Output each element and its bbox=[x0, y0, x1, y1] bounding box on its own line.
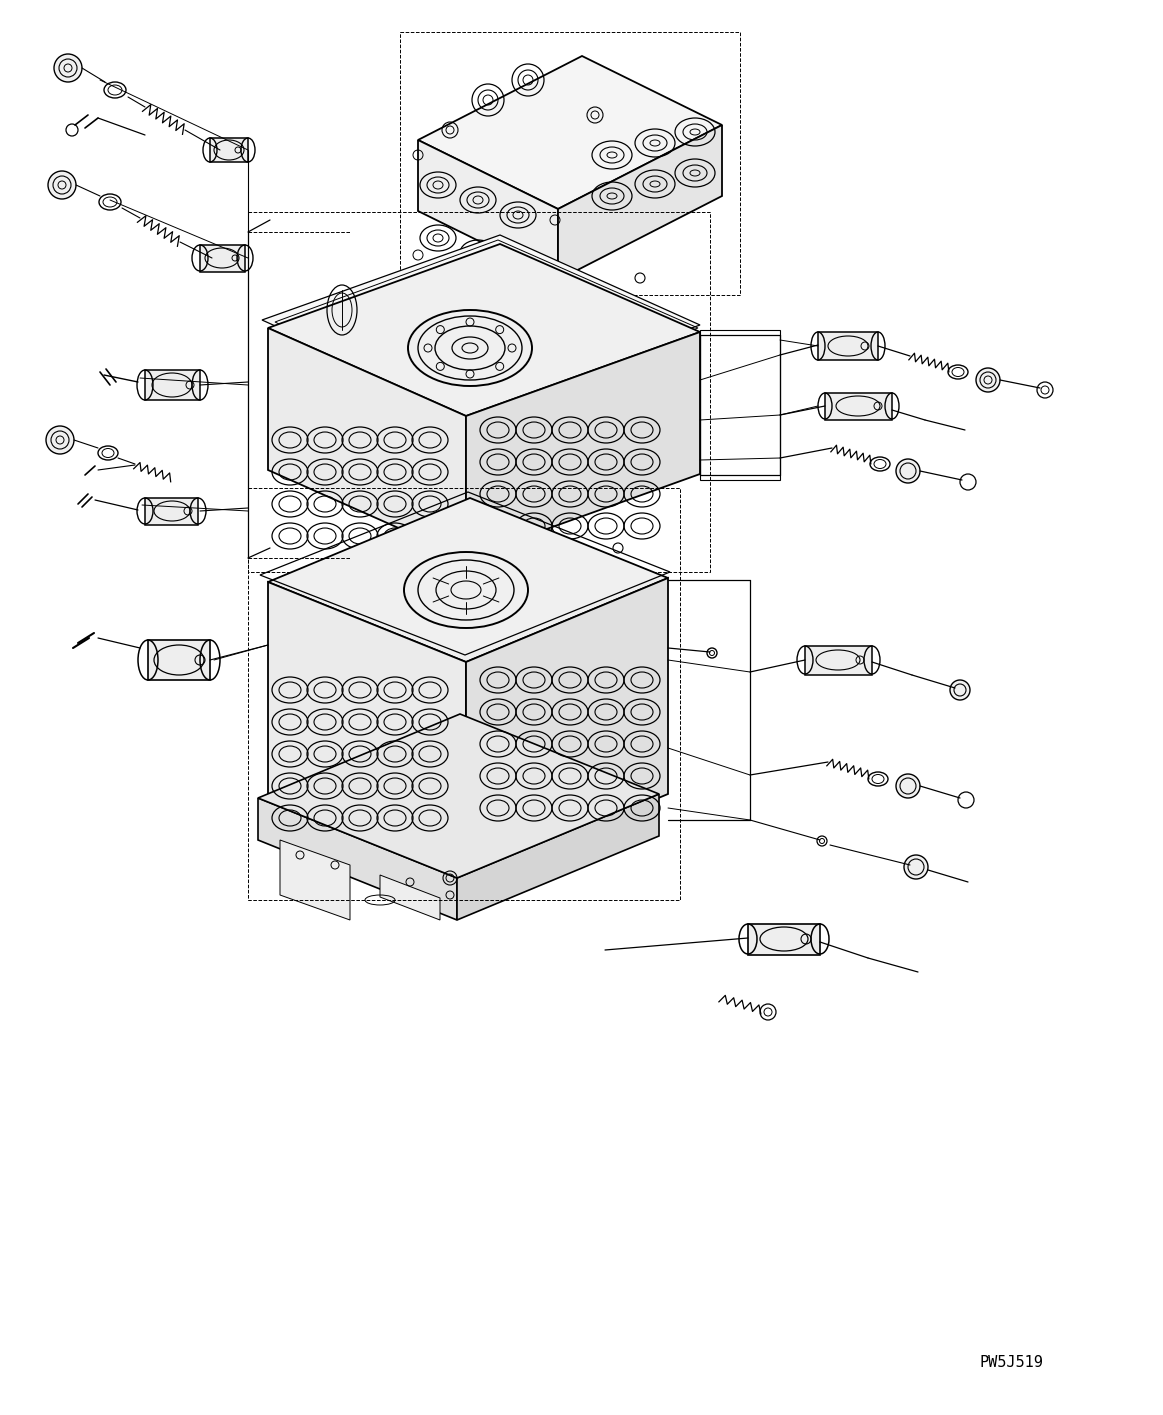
Circle shape bbox=[950, 681, 970, 700]
Circle shape bbox=[896, 458, 920, 483]
Polygon shape bbox=[267, 498, 668, 662]
Circle shape bbox=[48, 171, 76, 200]
Polygon shape bbox=[280, 841, 350, 920]
Circle shape bbox=[904, 855, 928, 879]
Polygon shape bbox=[805, 647, 872, 675]
Polygon shape bbox=[211, 139, 248, 161]
Polygon shape bbox=[267, 243, 700, 416]
Polygon shape bbox=[825, 393, 892, 420]
Circle shape bbox=[896, 774, 920, 798]
Polygon shape bbox=[145, 369, 200, 400]
Text: PW5J519: PW5J519 bbox=[980, 1356, 1044, 1370]
Polygon shape bbox=[418, 57, 722, 209]
Polygon shape bbox=[258, 715, 659, 877]
Polygon shape bbox=[818, 333, 878, 359]
Polygon shape bbox=[457, 794, 659, 920]
Polygon shape bbox=[145, 498, 198, 525]
Circle shape bbox=[976, 368, 1000, 392]
Polygon shape bbox=[258, 798, 457, 920]
Polygon shape bbox=[466, 333, 700, 558]
Polygon shape bbox=[558, 125, 722, 280]
Polygon shape bbox=[267, 582, 466, 877]
Circle shape bbox=[53, 54, 83, 82]
Polygon shape bbox=[418, 140, 558, 280]
Circle shape bbox=[47, 426, 74, 454]
Polygon shape bbox=[466, 577, 668, 877]
Polygon shape bbox=[267, 328, 466, 558]
Polygon shape bbox=[380, 874, 440, 920]
Polygon shape bbox=[148, 640, 211, 681]
Polygon shape bbox=[262, 235, 700, 410]
Polygon shape bbox=[200, 245, 245, 272]
Polygon shape bbox=[748, 924, 820, 955]
